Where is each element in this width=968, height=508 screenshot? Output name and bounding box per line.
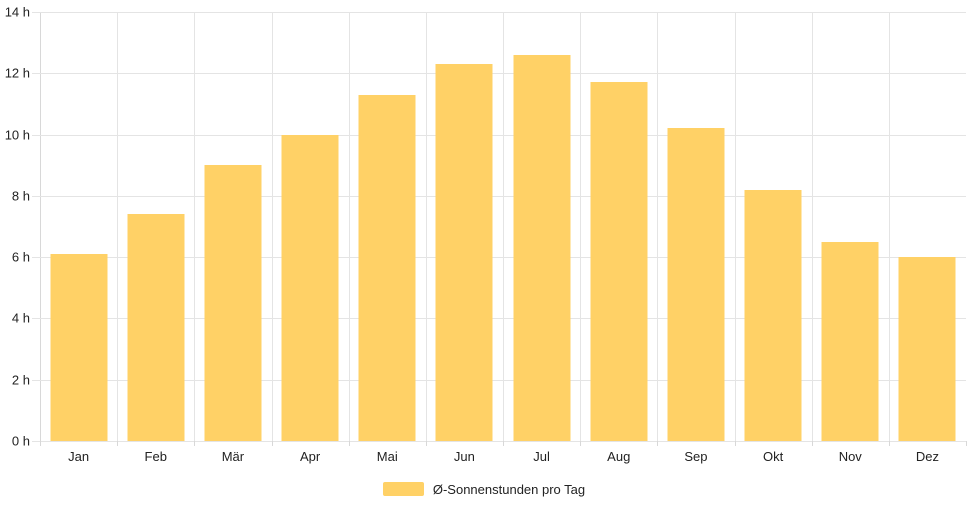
y-axis-tick-label: 6 h: [11, 249, 30, 265]
bar-feb[interactable]: [127, 214, 185, 441]
x-axis-label-aug: Aug: [607, 449, 631, 464]
y-axis-tick-label: 0 h: [11, 433, 30, 449]
bar-apr[interactable]: [281, 134, 339, 441]
x-axis-tick: [271, 441, 273, 446]
x-axis-tick: [580, 441, 582, 446]
v-gridline: [117, 12, 119, 441]
y-axis-labels: 0 h 2 h 4 h 6 h 8 h 10 h 12 h 14 h: [0, 6, 30, 448]
x-axis-tick: [348, 441, 350, 446]
x-axis-label-jan: Jan: [68, 449, 90, 464]
v-gridline: [580, 12, 582, 441]
x-axis-label-jun: Jun: [453, 449, 475, 464]
y-axis-tick-label: 14 h: [4, 4, 30, 20]
x-axis-label-sep: Sep: [684, 449, 708, 464]
v-gridline: [271, 12, 273, 441]
h-gridline: [32, 441, 966, 442]
x-axis-label-mär: Mär: [221, 449, 245, 464]
bar-jan[interactable]: [50, 254, 108, 441]
y-axis-line: [40, 12, 41, 441]
x-axis-tick: [966, 441, 967, 446]
x-axis-label-dez: Dez: [915, 449, 939, 464]
x-axis-labels: Jan Feb Mär Apr Mai Jun Jul Aug Sep Okt Nov Dez: [40, 450, 966, 468]
plot-area: [32, 12, 967, 446]
y-axis-tick-label: 4 h: [11, 310, 30, 326]
legend-item-sonnenstunden[interactable]: Ø-Sonnenstunden pro Tag: [382, 481, 586, 497]
y-axis-tick-label: 2 h: [11, 372, 30, 388]
x-axis-tick: [117, 441, 119, 446]
y-axis-tick-label: 8 h: [11, 188, 30, 204]
x-axis-label-feb: Feb: [144, 449, 167, 464]
h-gridline: [32, 134, 966, 136]
v-gridline: [503, 12, 504, 441]
x-axis-label-jul: Jul: [533, 449, 550, 464]
bar-nov[interactable]: [821, 241, 879, 441]
v-gridline: [348, 12, 350, 441]
legend-label: Ø-Sonnenstunden pro Tag: [432, 481, 586, 497]
v-gridline: [811, 12, 813, 441]
x-axis-label-apr: Apr: [299, 449, 321, 464]
x-axis-label-mai: Mai: [376, 449, 398, 464]
h-gridline: [32, 195, 966, 197]
y-axis-tick-label: 10 h: [4, 127, 30, 143]
h-gridline: [32, 257, 966, 259]
x-axis-label-nov: Nov: [838, 449, 862, 464]
bar-mär[interactable]: [204, 165, 262, 441]
bar-sep[interactable]: [667, 128, 725, 441]
v-gridline: [194, 12, 196, 441]
h-gridline: [32, 318, 966, 320]
x-axis-tick: [503, 441, 504, 446]
bar-jul[interactable]: [513, 54, 571, 441]
bar-aug[interactable]: [590, 82, 648, 441]
bar-okt[interactable]: [744, 189, 802, 441]
x-axis-label-okt: Okt: [762, 449, 784, 464]
legend-swatch: [382, 482, 424, 496]
y-axis-tick-label: 12 h: [4, 65, 30, 81]
x-axis-tick: [734, 441, 736, 446]
bar-dez[interactable]: [898, 257, 956, 441]
bar-jun[interactable]: [435, 64, 493, 441]
h-gridline: [32, 12, 966, 13]
h-gridline: [32, 379, 966, 381]
x-axis-tick: [40, 441, 41, 446]
v-gridline: [425, 12, 427, 441]
h-gridline: [32, 73, 966, 75]
x-axis-tick: [194, 441, 196, 446]
bar-mai[interactable]: [358, 94, 416, 441]
x-axis-tick: [425, 441, 427, 446]
legend: Ø-Sonnenstunden pro Tag: [0, 481, 968, 497]
v-gridline: [734, 12, 736, 441]
x-axis-tick: [811, 441, 813, 446]
v-gridline: [888, 12, 890, 441]
x-axis-tick: [888, 441, 890, 446]
x-axis-tick: [657, 441, 659, 446]
v-gridline: [657, 12, 659, 441]
